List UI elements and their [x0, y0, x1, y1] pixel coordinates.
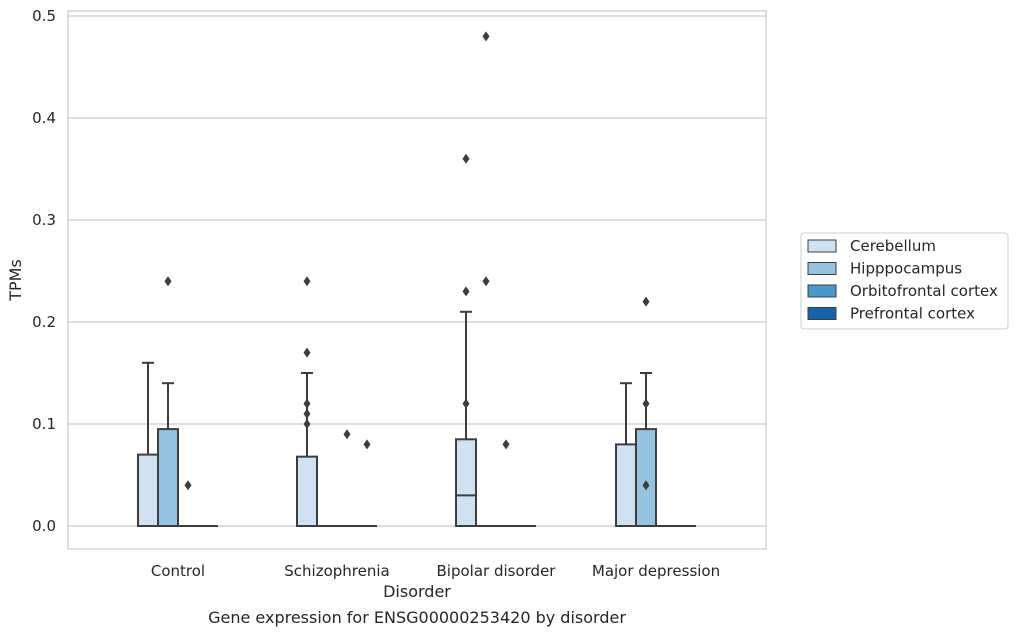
x-axis-label: Disorder — [383, 582, 451, 601]
box — [137, 453, 159, 528]
box-series — [137, 31, 696, 528]
box-group — [296, 276, 318, 528]
box-group — [357, 439, 377, 527]
x-tick-label: Schizophrenia — [284, 562, 389, 580]
y-tick-label: 0.3 — [32, 211, 56, 229]
box-group — [455, 153, 477, 527]
box — [635, 428, 657, 528]
box-group — [476, 31, 496, 527]
legend-label: Hipppocampus — [850, 260, 962, 278]
x-tick-label: Major depression — [592, 562, 720, 580]
box-group — [178, 480, 198, 527]
legend-swatch — [807, 262, 837, 275]
y-tick-label: 0.2 — [32, 313, 56, 331]
outlier-point — [343, 429, 351, 440]
outlier-point — [363, 439, 371, 450]
outlier-point — [482, 31, 490, 42]
legend-label: Orbitofrontal cortex — [850, 282, 998, 300]
outlier-point — [303, 398, 311, 409]
box-group — [157, 276, 179, 528]
box — [455, 438, 477, 527]
box-group — [615, 382, 637, 527]
outlier-point — [502, 439, 510, 450]
legend-swatch — [807, 307, 837, 320]
outlier-point — [184, 480, 192, 491]
legend: Cerebellum Hipppocampus Orbitofrontal cort… — [800, 232, 1009, 330]
y-tick-label: 0.1 — [32, 415, 56, 433]
box-group — [337, 429, 357, 527]
y-tick-label: 0.4 — [32, 109, 56, 127]
x-tick-labels: Control Schizophrenia Bipolar disorder Majo… — [151, 562, 720, 580]
outlier-point — [303, 419, 311, 429]
x-tick-label: Bipolar disorder — [437, 562, 557, 580]
legend-swatch — [807, 284, 837, 298]
outlier-point — [642, 480, 650, 491]
outlier-point — [642, 296, 650, 307]
plot-frame — [67, 10, 767, 550]
outlier-point — [303, 408, 311, 419]
box-group — [635, 296, 657, 528]
outlier-point — [164, 276, 172, 287]
legend-frame — [800, 232, 1009, 330]
outlier-point — [303, 276, 311, 287]
chart-title: Gene expression for ENSG00000253420 by d… — [208, 608, 626, 627]
legend-label: Cerebellum — [850, 237, 936, 255]
outlier-point — [462, 398, 470, 409]
outlier-point — [462, 286, 470, 297]
box — [157, 428, 179, 528]
legend-swatch — [807, 239, 837, 253]
x-tick-label: Control — [151, 562, 205, 580]
y-tick-label: 0.5 — [32, 7, 56, 25]
box-group — [496, 439, 516, 527]
y-axis-label: TPMs — [6, 259, 25, 302]
outlier-point — [642, 398, 650, 409]
outlier-point — [482, 276, 490, 287]
outlier-point — [462, 153, 470, 164]
legend-label: Prefrontal cortex — [850, 305, 975, 323]
box — [296, 455, 318, 528]
y-tick-label: 0.0 — [32, 517, 56, 535]
outlier-point — [303, 347, 311, 358]
y-tick-labels: 0.0 0.1 0.2 0.3 0.4 0.5 — [32, 7, 56, 535]
box — [615, 443, 637, 527]
box-group — [137, 361, 159, 528]
